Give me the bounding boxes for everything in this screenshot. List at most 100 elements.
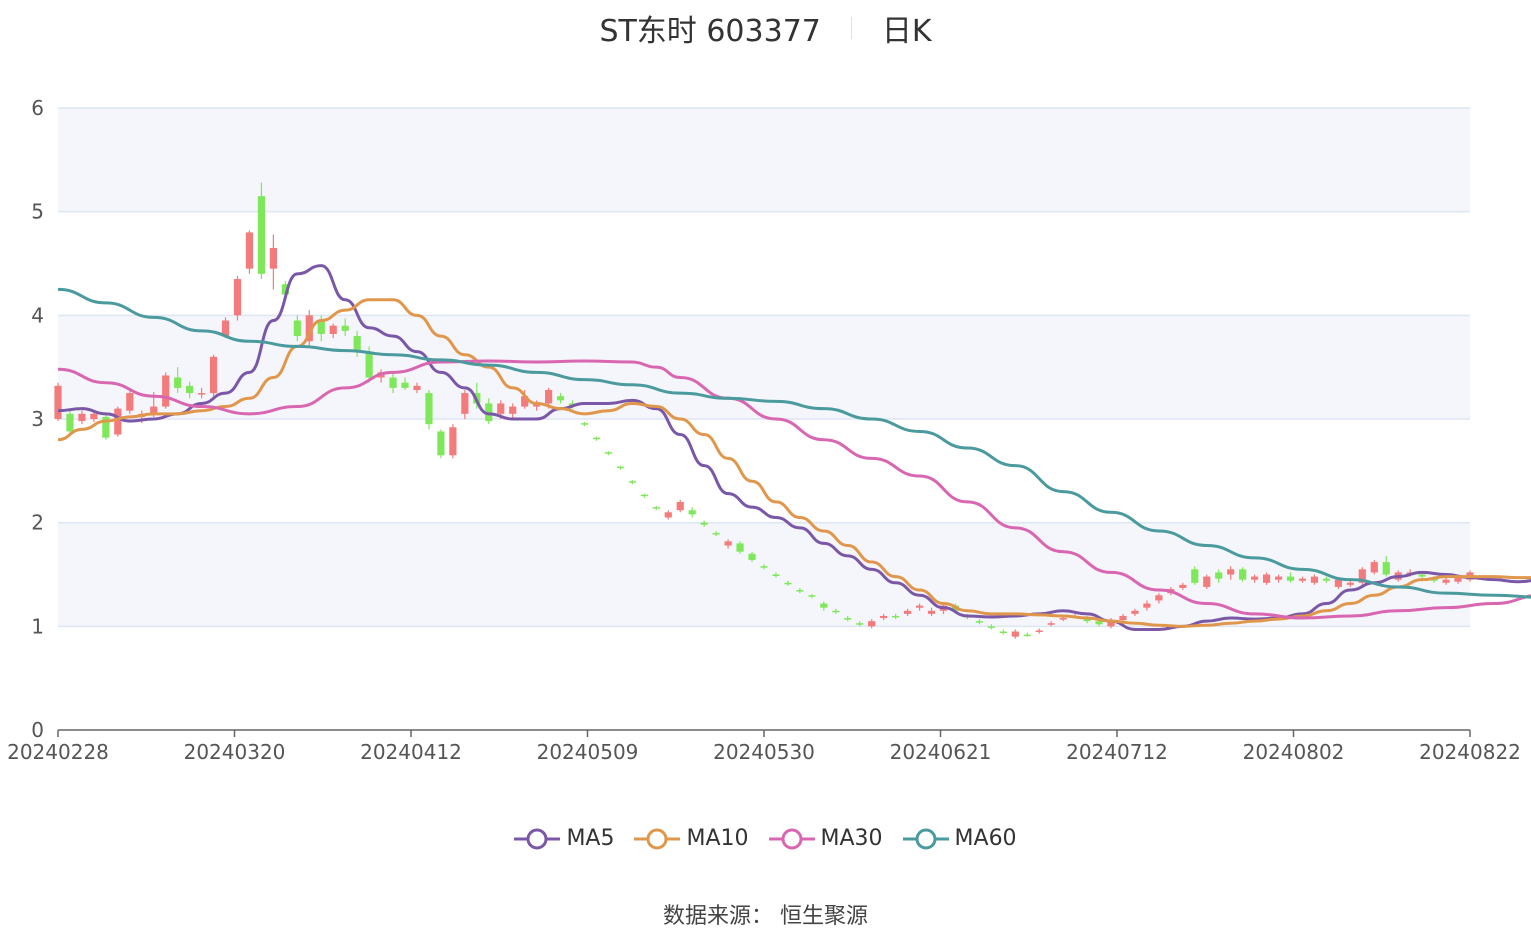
candle-body bbox=[676, 501, 684, 511]
candle-body bbox=[329, 325, 337, 334]
candle-body bbox=[724, 541, 732, 546]
y-tick-label: 0 bbox=[31, 718, 44, 742]
candle-body bbox=[365, 351, 373, 378]
candle-body bbox=[844, 618, 852, 620]
candle-body bbox=[604, 452, 613, 454]
candle-body bbox=[796, 590, 804, 592]
candle-body bbox=[1262, 574, 1271, 583]
candle-body bbox=[209, 356, 218, 394]
legend-item-ma60[interactable]: MA60 bbox=[902, 826, 1017, 851]
grid-band bbox=[58, 108, 1470, 212]
candle-body bbox=[1059, 618, 1067, 620]
candle-body bbox=[856, 623, 864, 625]
candle-body bbox=[78, 413, 86, 422]
candle-body bbox=[66, 413, 74, 432]
candle-body bbox=[186, 385, 194, 394]
y-tick-label: 1 bbox=[31, 614, 44, 638]
grid-band bbox=[58, 522, 1470, 627]
candle-body bbox=[449, 427, 457, 456]
ma10-legend-icon bbox=[634, 828, 681, 849]
candle-body bbox=[1239, 569, 1247, 580]
candle-body bbox=[592, 437, 601, 440]
x-tick-label: 20240320 bbox=[184, 740, 286, 764]
candle-body bbox=[1286, 576, 1295, 581]
series-line-ma60 bbox=[57, 287, 1531, 599]
grid-band bbox=[58, 315, 1470, 419]
candle-body bbox=[245, 232, 254, 269]
candle-body bbox=[1215, 572, 1223, 579]
candle-body bbox=[1155, 595, 1163, 601]
candle-body bbox=[628, 481, 636, 483]
candle-body bbox=[485, 403, 493, 422]
candle-body bbox=[868, 621, 876, 627]
candle-body bbox=[461, 393, 469, 414]
legend-item-ma30[interactable]: MA30 bbox=[768, 826, 883, 851]
legend-label: MA30 bbox=[820, 826, 883, 851]
series-line-ma30 bbox=[57, 359, 1531, 620]
candle-body bbox=[413, 385, 421, 390]
ma5-legend-icon bbox=[514, 828, 561, 849]
candle-body bbox=[281, 284, 289, 295]
candle-body bbox=[102, 416, 110, 438]
candle-body bbox=[1382, 562, 1390, 575]
candle-body bbox=[1454, 577, 1462, 582]
candle-body bbox=[556, 396, 565, 401]
candle-body bbox=[425, 393, 433, 425]
data-source: 数据来源： 恒生聚源 bbox=[663, 904, 868, 929]
ma60-legend-icon bbox=[902, 828, 949, 849]
candle-body bbox=[1035, 630, 1043, 632]
candle-body bbox=[341, 325, 349, 331]
candle-body bbox=[509, 406, 517, 414]
candle-body bbox=[927, 610, 936, 614]
title-separator bbox=[850, 17, 852, 39]
candle-body bbox=[1274, 576, 1283, 580]
legend-label: MA60 bbox=[954, 826, 1017, 851]
candle-body bbox=[114, 408, 122, 435]
period-label: 日K bbox=[881, 14, 932, 49]
y-tick-label: 2 bbox=[31, 511, 44, 535]
x-tick-label: 20240621 bbox=[890, 740, 992, 764]
candle-body bbox=[712, 533, 720, 535]
x-tick-label: 20240412 bbox=[360, 740, 462, 764]
candle-body bbox=[1023, 634, 1031, 637]
candle-body bbox=[1346, 582, 1354, 585]
candle-body bbox=[580, 423, 589, 425]
legend-label: MA5 bbox=[566, 826, 615, 851]
candle-body bbox=[1227, 569, 1235, 575]
x-tick-label: 20240509 bbox=[537, 740, 639, 764]
candle-body bbox=[1358, 569, 1366, 583]
x-tick-label: 20240712 bbox=[1066, 740, 1168, 764]
candle-body bbox=[748, 553, 756, 560]
legend-item-ma5[interactable]: MA5 bbox=[514, 826, 614, 851]
candle-body bbox=[1191, 569, 1199, 583]
candle-body bbox=[832, 610, 840, 613]
candle-body bbox=[293, 320, 301, 337]
candle-body bbox=[1095, 621, 1103, 625]
candle-body bbox=[221, 320, 230, 337]
x-tick-label: 20240530 bbox=[713, 740, 815, 764]
candle-body bbox=[736, 543, 744, 552]
candle-body bbox=[1107, 620, 1115, 627]
candle-body bbox=[533, 403, 541, 407]
series-line-ma5 bbox=[57, 264, 1531, 631]
candle-body bbox=[198, 393, 206, 395]
candle-body bbox=[54, 385, 62, 419]
y-tick-label: 3 bbox=[31, 407, 44, 431]
candle-body bbox=[545, 389, 553, 404]
candle-body bbox=[640, 494, 648, 497]
candle-body bbox=[1047, 623, 1055, 625]
x-tick-label: 20240802 bbox=[1243, 740, 1345, 764]
candle-body bbox=[1430, 578, 1438, 581]
candle-body bbox=[1083, 618, 1091, 622]
candle-body bbox=[1203, 576, 1211, 587]
candle-body bbox=[305, 315, 313, 342]
candle-body bbox=[257, 196, 266, 274]
candle-body bbox=[1370, 562, 1378, 573]
candle-body bbox=[1310, 576, 1319, 583]
chart-title: ST东时 603377 日K bbox=[0, 8, 1531, 49]
candle-body bbox=[269, 247, 277, 269]
candle-body bbox=[688, 510, 696, 515]
candle-body bbox=[1119, 615, 1127, 621]
legend-item-ma10[interactable]: MA10 bbox=[634, 826, 749, 851]
candle-body bbox=[1131, 610, 1139, 614]
